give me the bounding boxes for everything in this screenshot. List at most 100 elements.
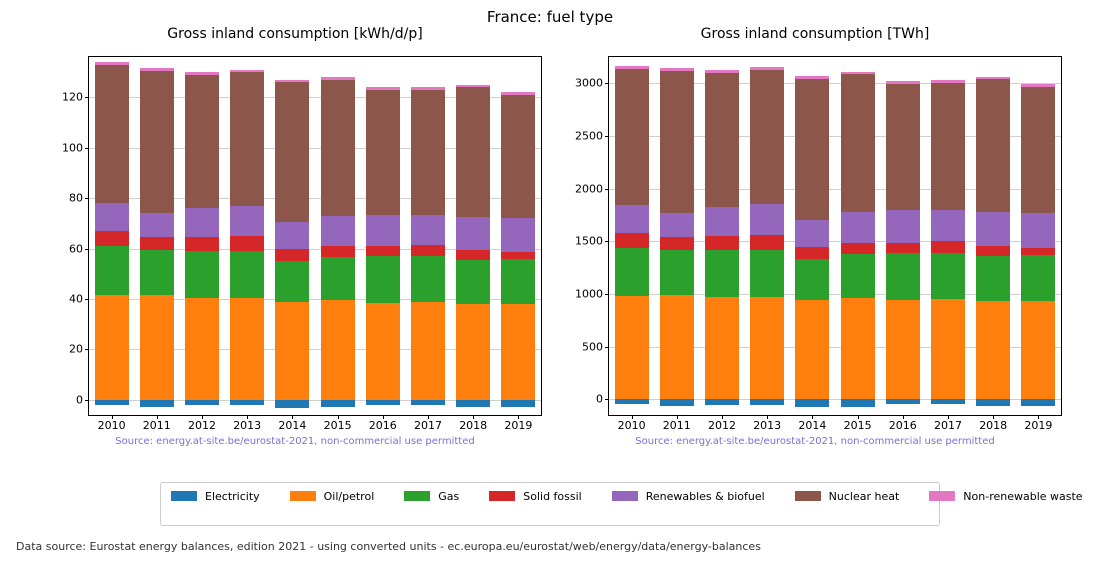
bar-seg-nuclear: [931, 83, 965, 210]
xtick-label: 2013: [753, 415, 781, 432]
bar-seg-electricity: [501, 400, 535, 407]
bar-column: [1021, 57, 1055, 415]
bar-seg-solid: [501, 252, 535, 258]
bar-seg-nuclear: [456, 87, 490, 217]
bar-seg-solid: [95, 231, 129, 246]
bar-seg-nuclear: [1021, 87, 1055, 213]
bar-seg-gas: [230, 251, 264, 298]
bar-seg-solid: [750, 235, 784, 250]
bar-seg-oil: [841, 298, 875, 399]
bar-column: [976, 57, 1010, 415]
bar-seg-solid: [615, 233, 649, 248]
bar-column: [366, 57, 400, 415]
bar-seg-renew: [1021, 213, 1055, 248]
ytick-label: 20: [69, 343, 89, 356]
bar-seg-renew: [275, 222, 309, 248]
bar-seg-gas: [931, 253, 965, 299]
bar-seg-oil: [321, 300, 355, 400]
bar-column: [660, 57, 694, 415]
panel-right-title: Gross inland consumption [TWh]: [560, 26, 1070, 42]
bar-seg-solid: [886, 243, 920, 253]
bar-seg-renew: [321, 216, 355, 246]
bar-seg-nuclear: [95, 65, 129, 204]
bar-column: [95, 57, 129, 415]
bar-seg-waste: [411, 87, 445, 90]
bar-seg-waste: [321, 77, 355, 80]
bar-seg-solid: [230, 236, 264, 251]
bar-seg-gas: [275, 261, 309, 301]
legend-item-electricity: Electricity: [171, 487, 260, 505]
source-note-left: Source: energy.at-site.be/eurostat-2021,…: [40, 436, 550, 447]
legend-item-gas: Gas: [404, 487, 459, 505]
bar-seg-electricity: [931, 399, 965, 404]
bar-seg-waste: [976, 77, 1010, 80]
bar-seg-electricity: [275, 400, 309, 408]
xtick-label: 2018: [459, 415, 487, 432]
bar-seg-solid: [411, 245, 445, 256]
bar-seg-gas: [411, 256, 445, 301]
bar-seg-gas: [615, 248, 649, 296]
bar-seg-renew: [230, 206, 264, 236]
bar-seg-gas: [1021, 255, 1055, 301]
bar-seg-oil: [275, 302, 309, 400]
bar-seg-oil: [95, 295, 129, 400]
bar-seg-nuclear: [321, 80, 355, 216]
source-note-right: Source: energy.at-site.be/eurostat-2021,…: [560, 436, 1070, 447]
bar-seg-electricity: [841, 399, 875, 407]
xtick-label: 2012: [188, 415, 216, 432]
xtick-label: 2010: [618, 415, 646, 432]
bar-seg-oil: [230, 298, 264, 400]
bar-seg-waste: [230, 70, 264, 73]
ytick-label: 3000: [575, 77, 609, 90]
xtick-label: 2015: [844, 415, 872, 432]
bar-seg-waste: [95, 62, 129, 65]
legend-item-waste: Non-renewable waste: [929, 487, 1082, 505]
bar-seg-waste: [456, 85, 490, 88]
super-title: France: fuel type: [0, 8, 1100, 26]
bar-seg-nuclear: [750, 70, 784, 205]
bar-seg-oil: [366, 303, 400, 400]
legend-item-nuclear: Nuclear heat: [795, 487, 900, 505]
bar-seg-nuclear: [615, 69, 649, 206]
legend-swatch: [290, 491, 316, 501]
bar-seg-nuclear: [841, 74, 875, 212]
xtick-label: 2019: [504, 415, 532, 432]
bar-seg-electricity: [366, 400, 400, 405]
bar-seg-waste: [1021, 84, 1055, 87]
bar-seg-gas: [456, 260, 490, 304]
bar-column: [705, 57, 739, 415]
bar-seg-solid: [841, 243, 875, 255]
bar-seg-oil: [456, 304, 490, 400]
bar-seg-nuclear: [230, 72, 264, 206]
bar-seg-waste: [185, 72, 219, 75]
bar-seg-electricity: [321, 400, 355, 408]
bar-seg-electricity: [750, 399, 784, 405]
bar-seg-renew: [615, 205, 649, 232]
panel-left-title: Gross inland consumption [kWh/d/p]: [40, 26, 550, 42]
ytick-label: 100: [62, 141, 89, 154]
bar-column: [615, 57, 649, 415]
bar-seg-solid: [795, 247, 829, 260]
bar-seg-oil: [795, 300, 829, 399]
bar-seg-gas: [886, 253, 920, 300]
legend-item-solid: Solid fossil: [489, 487, 581, 505]
bar-seg-renew: [976, 212, 1010, 246]
bar-column: [321, 57, 355, 415]
legend-swatch: [929, 491, 955, 501]
bar-seg-gas: [140, 250, 174, 295]
bar-seg-gas: [501, 259, 535, 304]
ytick-label: 1500: [575, 235, 609, 248]
bar-column: [795, 57, 829, 415]
ytick-label: 1000: [575, 287, 609, 300]
bar-seg-renew: [750, 204, 784, 235]
bar-seg-nuclear: [705, 73, 739, 207]
bar-seg-oil: [615, 296, 649, 399]
bar-seg-waste: [501, 92, 535, 95]
bar-seg-solid: [321, 246, 355, 257]
xtick-label: 2013: [233, 415, 261, 432]
ytick-label: 2000: [575, 182, 609, 195]
legend-item-renew: Renewables & biofuel: [612, 487, 765, 505]
xtick-label: 2014: [798, 415, 826, 432]
bar-seg-nuclear: [275, 82, 309, 222]
bar-seg-oil: [185, 298, 219, 400]
